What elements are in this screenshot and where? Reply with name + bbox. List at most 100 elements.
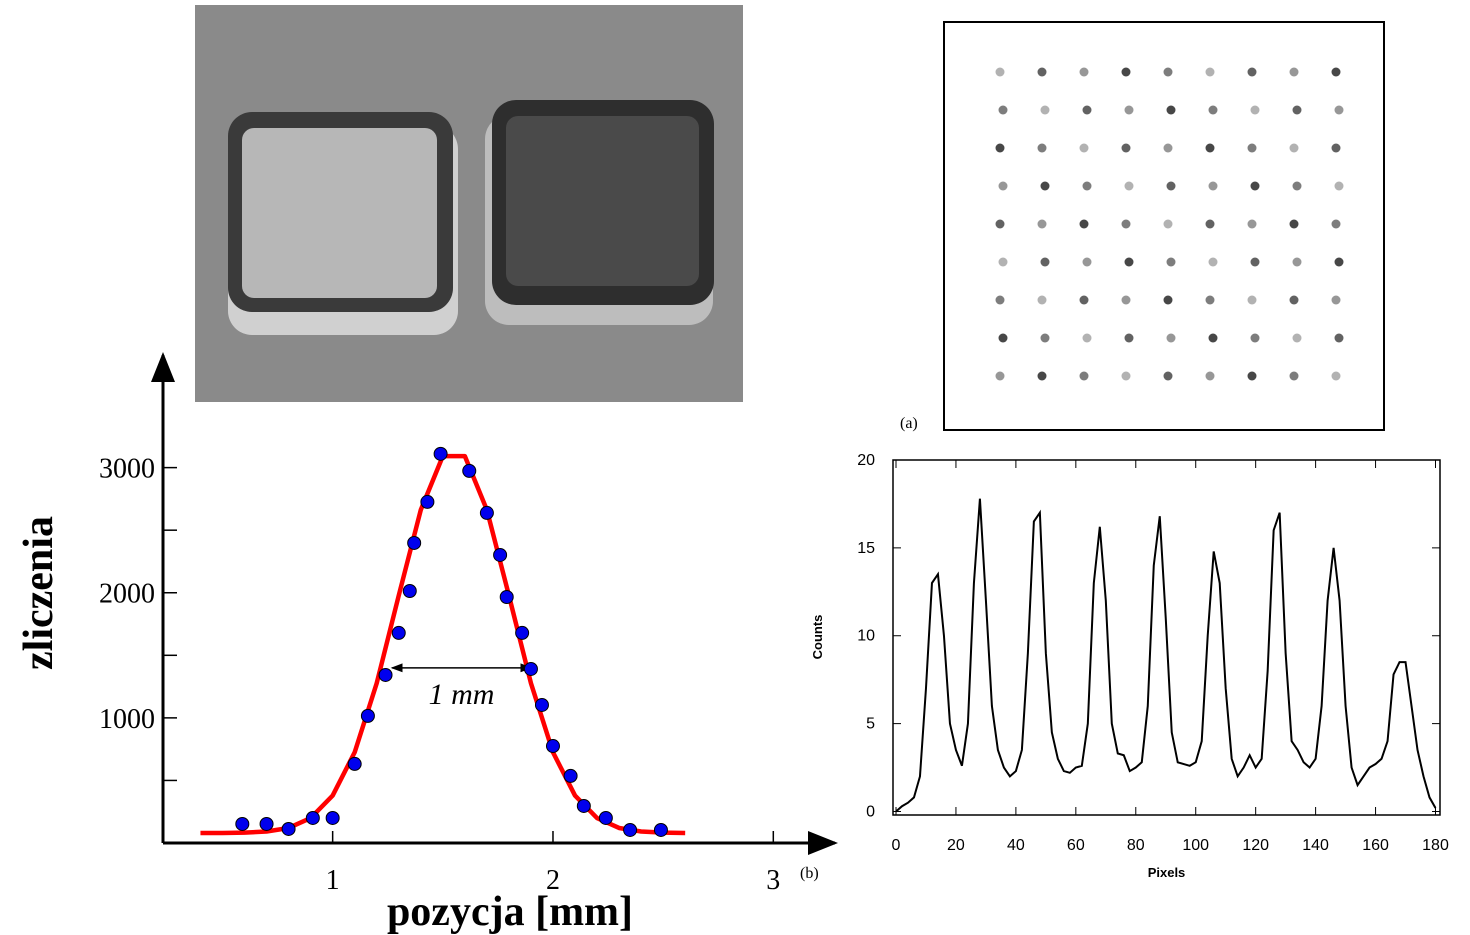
data-point [523,661,538,676]
y-tick-label: 15 [857,540,875,557]
x-tick-label: 140 [1302,837,1329,854]
data-point [378,667,393,682]
x-axis-label: pozycja [mm] [387,889,633,935]
spot [1079,143,1089,153]
spot [995,67,1005,77]
spot [1037,295,1047,305]
y-tick-label: 0 [866,803,875,820]
spot-image [943,21,1385,431]
data-point [305,810,320,825]
spot [1334,257,1344,267]
data-point [407,535,422,550]
x-tick-label: 80 [1127,837,1145,854]
spot [1037,219,1047,229]
spot [1040,333,1050,343]
x-tick-label: 180 [1422,837,1449,854]
detector-photo [195,5,743,402]
data-point [653,822,668,837]
x-tick-label: 120 [1242,837,1269,854]
x-tick-label: 3 [766,865,780,896]
image-label: (a) [900,415,918,432]
y-tick-label: 2000 [99,579,155,610]
spot [1037,143,1047,153]
spot [1289,67,1299,77]
spot [1121,219,1131,229]
x-tick-label: 0 [892,837,901,854]
data-point [235,816,250,831]
spot [1037,67,1047,77]
data-point [259,816,274,831]
spot [1082,333,1092,343]
spot [1082,105,1092,115]
spot [1208,333,1218,343]
fit-curve [200,453,686,836]
y-tick-label: 3000 [99,454,155,485]
x-tick-label: 20 [947,837,965,854]
spot [1124,105,1134,115]
x-tick-label: 100 [1182,837,1209,854]
data-point [347,756,362,771]
y-axis-label: zliczenia [16,516,62,670]
x-axis-label: Pixels [1148,865,1186,880]
spot [1250,333,1260,343]
data-point [462,463,477,478]
data-point [598,810,613,825]
spot [998,181,1008,191]
spot [1124,257,1134,267]
y-tick-label: 1000 [99,704,155,735]
spot [1334,105,1344,115]
spot [1124,181,1134,191]
spot [1163,143,1173,153]
annotation: 1 mm [429,678,495,711]
data-point [433,446,448,461]
spot [1205,67,1215,77]
x-tick-label: 160 [1362,837,1389,854]
spot [1208,257,1218,267]
spot [1334,181,1344,191]
x-tick-label: 2 [546,865,560,896]
spot [1289,295,1299,305]
spot [995,371,1005,381]
data-point [281,821,296,836]
spot [1166,257,1176,267]
plot-frame [892,459,1441,816]
spot [995,219,1005,229]
data-point [479,505,494,520]
spot [1124,333,1134,343]
spot [1334,333,1344,343]
data-point [545,739,560,754]
spot [1205,295,1215,305]
spot [1163,67,1173,77]
spot [1292,333,1302,343]
spot [1040,181,1050,191]
spot [1121,371,1131,381]
data-point [563,768,578,783]
x-tick-label: 40 [1007,837,1025,854]
chart-right: 0 20 40 60 80 100 120 140 160 180 0 5 10 15 20 Pixels Co… [810,452,1449,880]
spot [1079,371,1089,381]
data-point [402,583,417,598]
x-tick-label: 60 [1067,837,1085,854]
data-point [623,822,638,837]
spot [998,257,1008,267]
spot [1208,105,1218,115]
spot [1250,181,1260,191]
spot [995,295,1005,305]
spot [1079,219,1089,229]
data-point [499,589,514,604]
spot [1166,333,1176,343]
data-point [493,547,508,562]
spot [1121,67,1131,77]
spot [1121,143,1131,153]
spot [995,143,1005,153]
spot [1289,219,1299,229]
data-point [391,625,406,640]
spot [998,333,1008,343]
spot [1163,371,1173,381]
x-tick-label: 1 [326,865,340,896]
y-tick-label: 10 [857,628,875,645]
spot [1205,143,1215,153]
spot [1163,219,1173,229]
spot [1205,219,1215,229]
